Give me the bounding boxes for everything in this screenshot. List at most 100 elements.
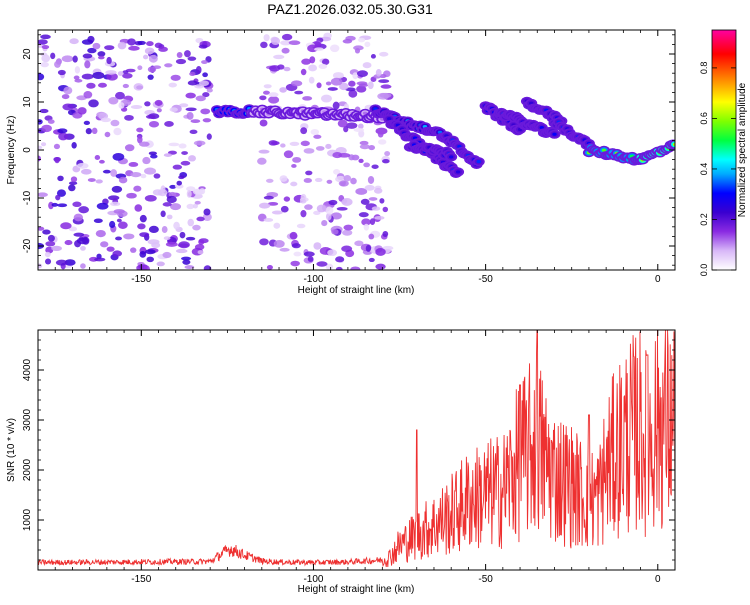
heatmap-noise-blob xyxy=(258,149,270,154)
heatmap-noise-blob xyxy=(41,54,51,63)
heatmap-noise-blob xyxy=(139,251,147,258)
heatmap-noise-blob xyxy=(69,38,79,45)
heatmap-noise-blob xyxy=(185,236,196,241)
heatmap-noise-blob xyxy=(130,247,137,253)
heatmap-noise-blob xyxy=(143,265,150,270)
heatmap-noise-blob xyxy=(186,186,196,192)
heatmap-noise-blob xyxy=(97,82,107,88)
heatmap-noise-blob xyxy=(187,218,195,227)
heatmap-feature-core xyxy=(601,148,607,152)
heatmap-noise-blob xyxy=(106,56,112,65)
heatmap-noise-blob xyxy=(156,108,162,113)
heatmap-noise-blob xyxy=(118,176,128,184)
heatmap-noise-blob xyxy=(302,96,313,101)
heatmap-noise-blob xyxy=(87,47,97,54)
heatmap-noise-blob xyxy=(168,142,180,147)
heatmap-feature-core xyxy=(387,117,392,121)
heatmap-noise-blob xyxy=(47,119,55,124)
heatmap-noise-blob xyxy=(118,102,125,109)
heatmap-noise-blob xyxy=(333,169,341,175)
heatmap-noise-blob xyxy=(307,256,314,262)
heatmap-noise-blob xyxy=(166,195,177,204)
heatmap-noise-blob xyxy=(154,99,163,106)
heatmap-noise-blob xyxy=(68,181,78,186)
heatmap-noise-blob xyxy=(384,150,391,157)
heatmap-noise-blob xyxy=(196,216,205,222)
heatmap-noise-blob xyxy=(74,78,83,83)
heatmap-noise-blob xyxy=(293,251,302,257)
heatmap-noise-blob xyxy=(98,55,105,60)
heatmap-noise-blob xyxy=(123,233,135,240)
heatmap-noise-blob xyxy=(316,82,322,89)
heatmap-noise-blob xyxy=(267,201,279,206)
heatmap-noise-blob xyxy=(325,263,334,270)
heatmap-noise-blob xyxy=(108,96,119,105)
heatmap-noise-blob xyxy=(168,191,177,198)
heatmap-noise-blob xyxy=(263,34,270,42)
heatmap-noise-blob xyxy=(170,203,182,211)
heatmap-noise-blob xyxy=(373,187,383,194)
heatmap-noise-blob xyxy=(271,210,283,215)
heatmap-noise-blob xyxy=(328,199,338,206)
heatmap-noise-blob xyxy=(198,80,210,87)
heatmap-noise-blob xyxy=(38,192,48,197)
heatmap-noise-blob xyxy=(136,85,144,90)
heatmap-noise-blob xyxy=(368,233,375,240)
heatmap-noise-blob xyxy=(363,162,371,168)
heatmap-noise-blob xyxy=(73,232,85,237)
heatmap-feature-core xyxy=(539,125,544,130)
heatmap-noise-blob xyxy=(72,201,82,207)
y-tick-label: -20 xyxy=(22,238,33,253)
heatmap-noise-blob xyxy=(68,184,76,192)
heatmap-noise-blob xyxy=(279,247,290,252)
heatmap-noise-blob xyxy=(163,236,171,241)
heatmap-noise-blob xyxy=(290,260,300,267)
heatmap-noise-blob xyxy=(99,159,105,164)
heatmap-noise-blob xyxy=(77,107,87,115)
heatmap-noise-blob xyxy=(147,66,157,73)
heatmap-noise-blob xyxy=(300,68,307,76)
heatmap-noise-blob xyxy=(142,156,151,165)
heatmap-noise-blob xyxy=(364,41,371,48)
heatmap-noise-blob xyxy=(378,79,390,83)
heatmap-noise-blob xyxy=(313,210,321,215)
heatmap-noise-blob xyxy=(139,214,147,223)
heatmap-noise-blob xyxy=(72,55,78,63)
heatmap-noise-blob xyxy=(380,84,392,89)
heatmap-noise-blob xyxy=(179,103,189,108)
heatmap-noise-blob xyxy=(200,108,211,115)
heatmap-noise-blob xyxy=(379,74,387,79)
heatmap-noise-blob xyxy=(202,213,212,222)
x-tick-label: 0 xyxy=(655,574,661,585)
heatmap-noise-blob xyxy=(57,203,68,208)
heatmap-noise-blob xyxy=(273,240,285,248)
snr-marks xyxy=(38,330,675,568)
heatmap-noise-blob xyxy=(259,202,271,209)
heatmap-noise-blob xyxy=(361,218,371,226)
y-tick-label: 20 xyxy=(22,48,33,60)
heatmap-noise-blob xyxy=(61,55,74,63)
heatmap-noise-blob xyxy=(202,92,210,98)
heatmap-noise-blob xyxy=(38,119,43,125)
colorbar-label: Normalized spectral amplitude xyxy=(737,82,748,217)
spectrogram-x-ticks: -150 -100 -50 0 xyxy=(54,30,676,285)
heatmap-noise-blob xyxy=(303,251,315,257)
heatmap-noise-blob xyxy=(259,119,268,127)
heatmap-noise-blob xyxy=(82,53,93,59)
heatmap-noise-blob xyxy=(362,62,372,69)
heatmap-noise-blob xyxy=(202,118,212,123)
heatmap-noise-blob xyxy=(339,82,349,91)
colorbar: 0.0 0.2 0.4 0.6 0.8 Normalized spectral ampl… xyxy=(699,29,748,276)
heatmap-noise-blob xyxy=(382,158,390,164)
heatmap-noise-blob xyxy=(367,175,375,184)
heatmap-noise-blob xyxy=(178,241,190,249)
heatmap-noise-blob xyxy=(83,90,93,99)
heatmap-noise-blob xyxy=(321,220,328,227)
heatmap-noise-blob xyxy=(147,74,154,80)
heatmap-noise-blob xyxy=(338,180,349,187)
heatmap-noise-blob xyxy=(100,117,111,123)
heatmap-noise-blob xyxy=(206,88,213,93)
figure-title: PAZ1.2026.032.05.30.G31 xyxy=(267,1,433,17)
heatmap-noise-blob xyxy=(326,179,333,184)
